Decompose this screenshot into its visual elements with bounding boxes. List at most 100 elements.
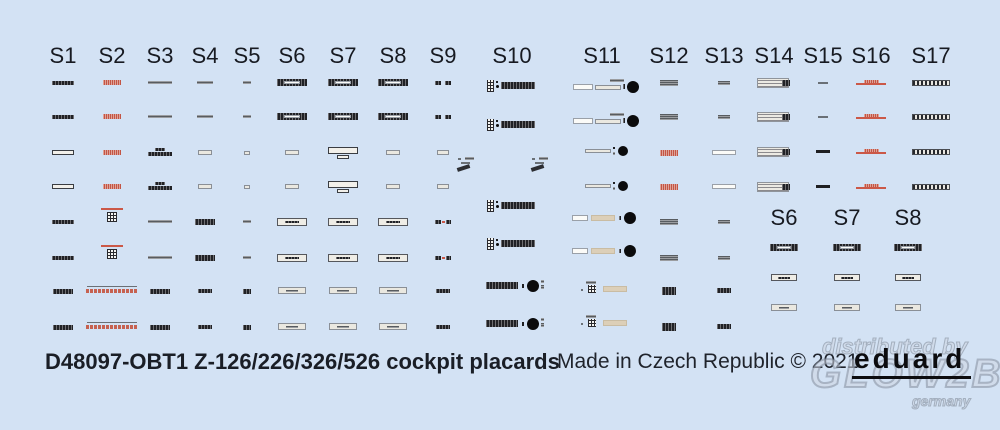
decal-long_strip	[912, 184, 950, 190]
decal-s11_c	[572, 215, 588, 221]
decal-s11_d	[581, 323, 583, 325]
decal-stack_dark	[155, 182, 165, 185]
column-header-s17: S17	[911, 43, 951, 68]
decal-prop_light	[386, 257, 400, 259]
decal-text_dark	[717, 288, 731, 293]
decal-red_wing	[864, 184, 879, 187]
decal-s11_b	[618, 146, 628, 156]
decal-s11_b	[618, 181, 628, 191]
decal-s11_a	[610, 79, 624, 82]
column-header-s6: S6	[278, 43, 306, 68]
decal-prop_light2_sm	[779, 307, 789, 309]
decal-panel_a	[496, 201, 498, 203]
decal-stack_dark	[155, 148, 165, 151]
decal-pill_light_sm	[437, 184, 449, 189]
decal-s11_c	[572, 248, 588, 254]
decal-prop_light_sm	[902, 277, 914, 279]
decal-s11_b	[613, 187, 615, 190]
decal-tiny_text	[718, 256, 730, 260]
watermark-germany: germany	[911, 393, 971, 410]
decal-tiny_pair_red	[435, 256, 441, 260]
decal-s11_d	[588, 319, 596, 327]
column-header-s9: S9	[429, 43, 457, 68]
decal-panel_a	[496, 124, 499, 127]
decal-s11_b	[585, 149, 611, 153]
decal-s11_d	[581, 289, 583, 291]
column-header-s1: S1	[49, 43, 77, 68]
decal-prop_light2_sm	[842, 307, 852, 309]
decal-s11_d	[603, 320, 627, 326]
column-header-s8: S8	[379, 43, 407, 68]
column-header-s5: S5	[233, 43, 261, 68]
decal-prop_light2	[337, 290, 349, 292]
decal-prop_light	[336, 221, 350, 223]
decal-pill_light	[198, 184, 212, 189]
decal-strip_bigdot	[486, 282, 518, 289]
decal-dash_dark	[198, 325, 212, 329]
decal-strip_dark	[195, 219, 215, 225]
decal-dash_sm	[818, 116, 828, 118]
decal-pill_light	[198, 150, 212, 155]
decal-s1a	[52, 115, 74, 119]
decal-cluster	[465, 157, 474, 160]
decal-tiny_pair_red	[442, 221, 445, 223]
decal-s11_a	[627, 115, 639, 127]
decal-red_wing	[864, 114, 879, 117]
decal-strip_dark	[195, 255, 215, 261]
decal-smudge_dark	[53, 289, 73, 294]
decal-panel_a	[496, 81, 498, 83]
decal-strip_bigdot	[541, 285, 544, 289]
decal-red_wing	[856, 117, 886, 119]
decal-prop_light2	[387, 326, 399, 328]
decal-prop_dark	[284, 81, 300, 84]
decal-panel_a	[496, 120, 498, 122]
decal-text_red	[660, 150, 678, 156]
decal-s11_a	[595, 85, 621, 90]
decal-panel_a	[487, 80, 494, 92]
decal-tiny_pair	[435, 81, 441, 85]
decal-s1a	[52, 256, 74, 260]
decal-pill_light	[285, 184, 299, 189]
decal-long_strip	[912, 114, 950, 120]
decal-cluster	[535, 162, 544, 164]
decal-s11_d	[603, 286, 627, 292]
decal-prop_dark2	[840, 246, 854, 249]
column-header-s15: S15	[803, 43, 843, 68]
decal-text_gray	[660, 219, 678, 225]
decal-text_red	[660, 184, 678, 190]
column-header-s3: S3	[146, 43, 174, 68]
decal-s11_a	[573, 84, 593, 90]
decal-s11_b	[613, 147, 615, 149]
decal-text_dark	[717, 324, 731, 329]
decal-smudge_gray	[148, 81, 172, 84]
decal-s11_a	[623, 118, 625, 123]
decal-s1a	[52, 81, 74, 85]
decal-pill_wide	[712, 184, 736, 189]
decal-text_gray	[660, 80, 678, 86]
decal-tiny_pair	[445, 81, 451, 85]
decal-tiny_text	[718, 81, 730, 85]
decal-redline_grid	[107, 249, 117, 259]
decal-red_wing	[856, 83, 886, 85]
decal-stack_dark	[148, 186, 172, 190]
decal-strip_bigdot	[527, 318, 539, 330]
decal-strip_bigdot	[541, 318, 544, 321]
eduard-logo: eduard	[852, 343, 972, 379]
decal-cluster	[461, 162, 470, 164]
decal-tiny_gray	[243, 115, 251, 118]
decal-tiny_dark	[243, 289, 251, 294]
decal-smudge_dark	[150, 289, 170, 294]
decal-strip_bigdot	[541, 280, 544, 283]
decal-prop_dark2	[777, 246, 791, 249]
decal-cluster	[458, 158, 461, 160]
decal-dash_md	[816, 185, 830, 188]
decal-s11_c	[624, 212, 636, 224]
decal-redline_grid	[101, 245, 123, 247]
decal-panel_a	[496, 243, 499, 246]
product-title: D48097-OBT1 Z-126/226/326/526 cockpit pl…	[45, 349, 560, 374]
decal-s11_c	[591, 215, 615, 221]
column-header-s2: S2	[98, 43, 126, 68]
decal-pill_light_sm	[437, 150, 449, 155]
decal-tiny_text	[718, 220, 730, 224]
decal-prop_light2	[337, 326, 349, 328]
